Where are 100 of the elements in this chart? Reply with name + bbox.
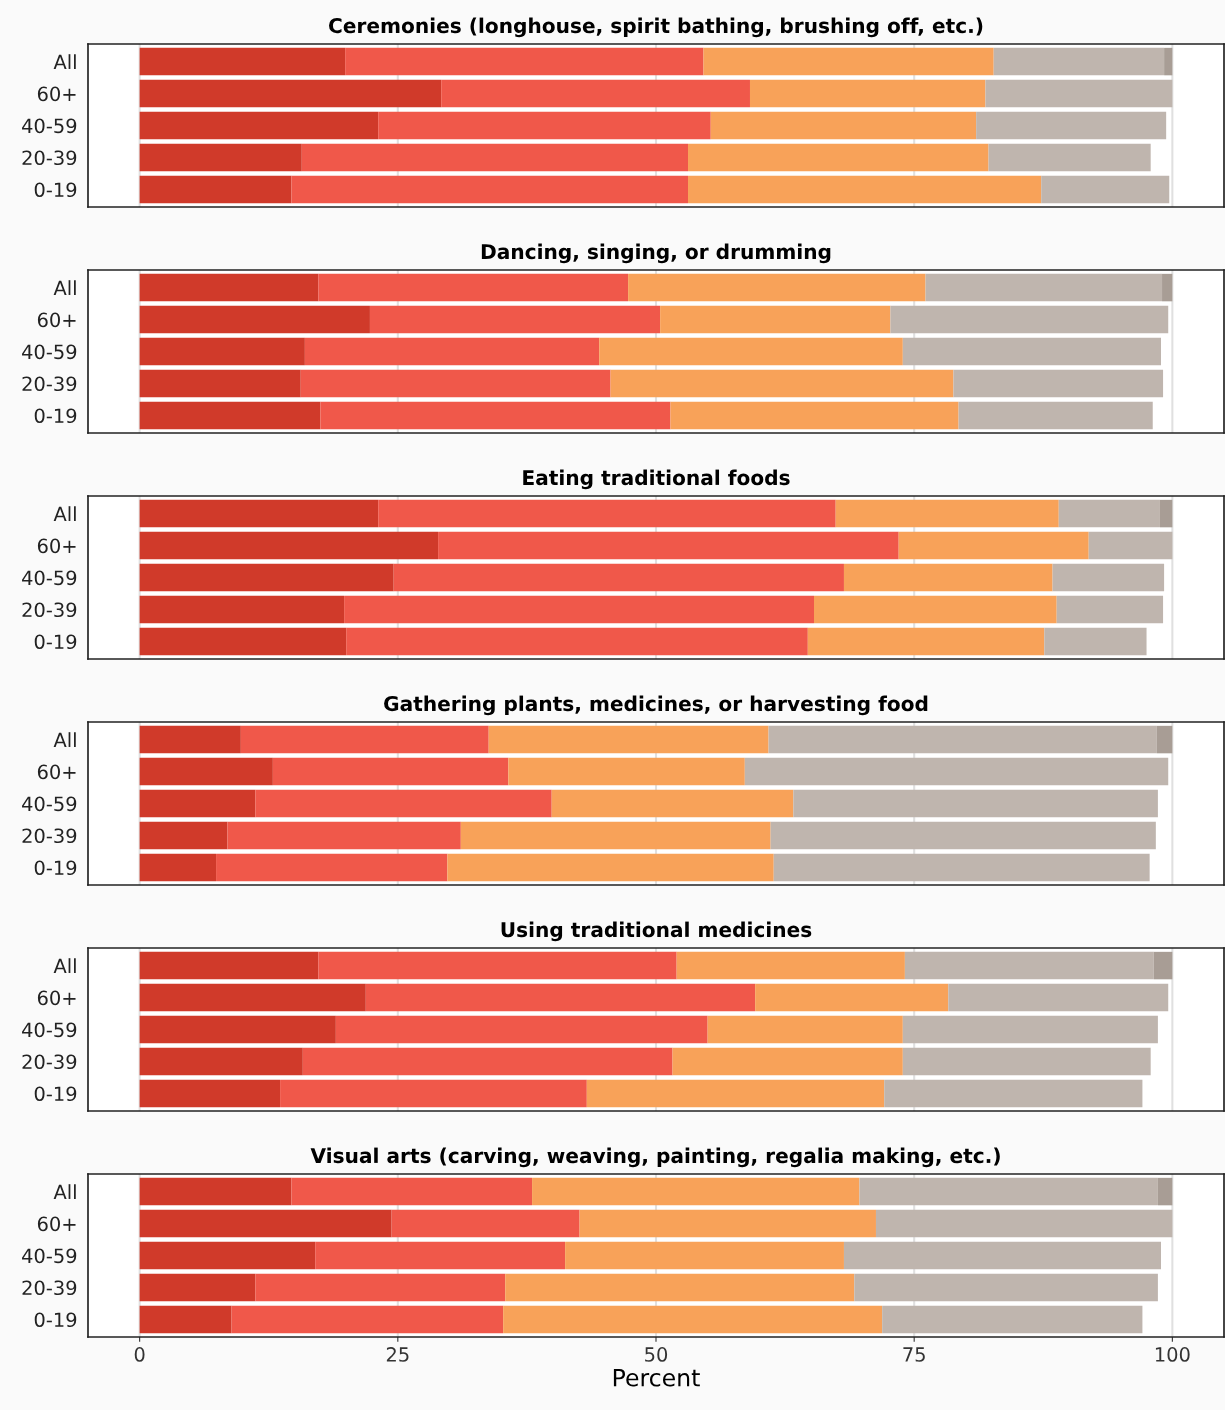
bar bbox=[925, 273, 1163, 302]
y-tick-label: 0-19 bbox=[34, 634, 77, 650]
bar bbox=[565, 1241, 844, 1270]
y-tick-label: 20-39 bbox=[22, 150, 77, 166]
bar bbox=[958, 401, 1153, 430]
bar bbox=[280, 1079, 587, 1108]
bar bbox=[1156, 725, 1173, 754]
bar bbox=[139, 983, 366, 1012]
bar bbox=[551, 789, 794, 818]
bar bbox=[859, 1177, 1158, 1206]
bar bbox=[227, 821, 461, 850]
bar bbox=[139, 47, 346, 76]
y-tick-label: 60+ bbox=[37, 764, 76, 780]
bar bbox=[391, 1209, 580, 1238]
y-tick-label: 0-19 bbox=[34, 860, 77, 876]
bar bbox=[139, 273, 319, 302]
bar bbox=[291, 1177, 533, 1206]
bar bbox=[139, 401, 321, 430]
bar bbox=[231, 1305, 504, 1334]
y-tick-label: All bbox=[53, 506, 76, 521]
bar bbox=[139, 1209, 392, 1238]
bar bbox=[755, 983, 949, 1012]
y-tick-label: 40-59 bbox=[22, 344, 77, 360]
bar bbox=[139, 369, 301, 398]
chart-title: Visual arts (carving, weaving, painting, regalia making, etc.) bbox=[310, 1147, 1000, 1168]
bar bbox=[139, 595, 345, 624]
bar bbox=[843, 563, 1053, 592]
x-tick-label: 100 bbox=[1155, 1347, 1190, 1362]
bar bbox=[1088, 531, 1173, 560]
bar bbox=[854, 1273, 1158, 1302]
bar bbox=[985, 79, 1173, 108]
bar bbox=[948, 983, 1169, 1012]
bar bbox=[318, 951, 677, 980]
bar bbox=[707, 1015, 903, 1044]
bar bbox=[139, 563, 394, 592]
bar bbox=[139, 1273, 256, 1302]
chart-title: Dancing, singing, or drumming bbox=[481, 243, 831, 264]
bar bbox=[807, 627, 1045, 656]
chart-title: Using traditional medicines bbox=[501, 921, 812, 942]
y-tick-label: 60+ bbox=[37, 538, 76, 554]
bar bbox=[139, 853, 217, 882]
bar bbox=[139, 951, 319, 980]
bar bbox=[139, 175, 292, 204]
bar bbox=[703, 47, 994, 76]
bar bbox=[1052, 563, 1165, 592]
bar bbox=[988, 143, 1151, 172]
bar bbox=[139, 531, 439, 560]
y-tick-label: 60+ bbox=[37, 990, 76, 1006]
bar bbox=[240, 725, 489, 754]
bar bbox=[884, 1079, 1143, 1108]
chart-title: Ceremonies (longhouse, spirit bathing, brushing off, etc.) bbox=[329, 17, 983, 38]
bar bbox=[216, 853, 448, 882]
y-tick-label: 60+ bbox=[37, 1216, 76, 1232]
x-axis-title: Percent bbox=[613, 1369, 700, 1387]
bar bbox=[904, 951, 1154, 980]
bar bbox=[599, 337, 903, 366]
bar bbox=[508, 757, 745, 786]
bar bbox=[1041, 175, 1170, 204]
bar bbox=[300, 369, 611, 398]
bar bbox=[139, 1305, 232, 1334]
bar bbox=[1058, 499, 1160, 528]
bar bbox=[1162, 273, 1173, 302]
bar bbox=[344, 595, 815, 624]
bar bbox=[628, 273, 926, 302]
bar bbox=[1159, 499, 1173, 528]
bar bbox=[304, 337, 600, 366]
y-tick-label: All bbox=[53, 280, 76, 295]
y-tick-label: All bbox=[53, 958, 76, 973]
bar bbox=[378, 111, 711, 140]
y-tick-label: 40-59 bbox=[22, 796, 77, 812]
bar bbox=[139, 1177, 292, 1206]
bar bbox=[768, 725, 1157, 754]
bar bbox=[1164, 47, 1173, 76]
bar bbox=[814, 595, 1057, 624]
bar bbox=[345, 47, 704, 76]
bar bbox=[272, 757, 509, 786]
bar bbox=[139, 1241, 316, 1270]
bar bbox=[346, 627, 808, 656]
bar bbox=[843, 1241, 1161, 1270]
bar bbox=[393, 563, 844, 592]
x-tick-label: 0 bbox=[134, 1347, 145, 1362]
bar bbox=[890, 305, 1169, 334]
bar bbox=[710, 111, 977, 140]
y-tick-label: 20-39 bbox=[22, 376, 77, 392]
bar bbox=[672, 1047, 903, 1076]
bar bbox=[255, 789, 552, 818]
bar bbox=[335, 1015, 708, 1044]
bar bbox=[660, 305, 891, 334]
y-tick-label: 0-19 bbox=[34, 1086, 77, 1102]
bar bbox=[139, 79, 442, 108]
y-tick-label: 0-19 bbox=[34, 408, 77, 424]
bar bbox=[139, 725, 241, 754]
bar bbox=[835, 499, 1059, 528]
y-tick-label: 60+ bbox=[37, 312, 76, 328]
bar bbox=[315, 1241, 566, 1270]
bar bbox=[670, 401, 959, 430]
y-tick-label: 60+ bbox=[37, 86, 76, 102]
bar bbox=[139, 789, 256, 818]
y-tick-label: All bbox=[53, 1184, 76, 1199]
bar bbox=[1044, 627, 1147, 656]
